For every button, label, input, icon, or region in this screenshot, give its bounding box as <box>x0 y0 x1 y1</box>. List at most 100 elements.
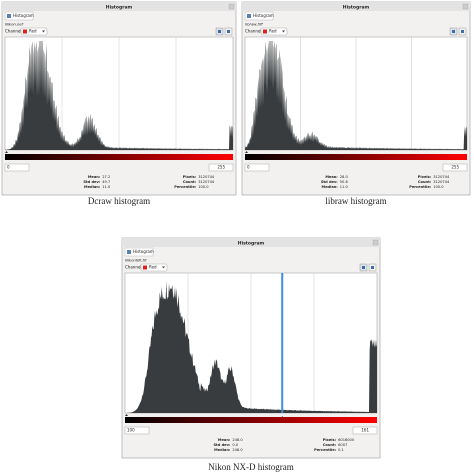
histogram-shape <box>125 280 377 413</box>
tab[interactable] <box>244 11 274 21</box>
tab-label: Histogram <box>13 13 34 18</box>
title-bar <box>122 238 380 247</box>
stat-value: 3120744 <box>433 175 450 179</box>
histogram-shape <box>5 41 233 150</box>
tab-icon <box>7 14 11 18</box>
stat-label: Std dev: <box>83 180 100 184</box>
channel-dropdown[interactable] <box>260 27 288 36</box>
tab[interactable] <box>124 247 154 257</box>
channel-swatch <box>263 29 267 34</box>
range-max-input[interactable] <box>442 163 468 172</box>
stat-label: Median: <box>84 185 101 189</box>
gradient-bar <box>245 154 467 160</box>
channel-swatch <box>143 265 147 270</box>
range-min-input[interactable] <box>244 163 270 172</box>
stat-value: 50.6 <box>340 180 349 184</box>
range-max: 255 <box>451 165 459 170</box>
stat-label: Percentile: <box>409 185 432 189</box>
stat-label: Std dev: <box>213 443 230 447</box>
tab-label: Histogram <box>133 249 154 254</box>
stat-value: 49.7 <box>102 180 110 184</box>
close-button[interactable] <box>228 3 235 10</box>
range-marker <box>125 414 128 416</box>
range-min-input[interactable] <box>124 426 150 435</box>
stat-value: 6007 <box>338 443 347 447</box>
stat-label: Percentile: <box>174 185 197 189</box>
stat-label: Pixels: <box>418 175 432 179</box>
stat-label: Mean: <box>218 438 231 442</box>
range-min-input[interactable] <box>4 163 30 172</box>
title-bar <box>242 2 470 11</box>
stat-label: Percentile: <box>314 448 337 452</box>
stat-value: 248.0 <box>232 438 243 442</box>
button-icon <box>452 30 455 33</box>
stat-value: 6016000 <box>338 438 355 442</box>
range-marker <box>5 151 8 153</box>
stat-value: 100.0 <box>198 185 209 189</box>
dropdown-arrow <box>162 266 165 269</box>
caption: Dcraw histogram <box>88 196 150 206</box>
range-min: 0 <box>247 165 250 170</box>
window-title: Histogram <box>106 5 133 11</box>
stat-label: Mean: <box>88 175 101 179</box>
stat-value: 27.2 <box>102 175 110 179</box>
stat-label: Pixels: <box>183 175 197 179</box>
gradient-bar <box>125 417 377 423</box>
stat-value: 0.1 <box>338 448 344 452</box>
histogram-window: Histogram Histogram Nikon.nef Channel: Red 0 2… <box>1 1 237 196</box>
range-max: 161 <box>361 428 369 433</box>
stat-value: 28.0 <box>340 175 349 179</box>
tab-icon <box>247 14 251 18</box>
channel-dropdown[interactable] <box>140 263 168 272</box>
stat-value: 3120744 <box>433 180 450 184</box>
close-button[interactable] <box>372 239 379 246</box>
window-title: Histogram <box>238 241 265 247</box>
stat-label: Median: <box>214 448 231 452</box>
channel-value: Red <box>29 29 37 34</box>
caption: libraw histogram <box>325 196 386 206</box>
tab[interactable] <box>4 11 34 21</box>
button-icon <box>227 30 230 33</box>
histogram-window: Histogram Histogram NikonNX.tif Channel: Red… <box>121 237 381 459</box>
stat-label: Std dev: <box>321 180 338 184</box>
button-icon <box>218 30 221 33</box>
button-icon <box>371 266 374 269</box>
range-min: 0 <box>7 165 10 170</box>
stat-value: 100.0 <box>433 185 444 189</box>
stat-value: 248.0 <box>232 448 243 452</box>
stat-value: 3120744 <box>198 175 215 179</box>
range-max-input[interactable] <box>352 426 378 435</box>
stat-value: 0.0 <box>232 443 238 447</box>
stat-label: Median: <box>322 185 339 189</box>
file-name: Nikon.nef <box>5 22 24 27</box>
file-name: libraw.tiff <box>245 22 264 27</box>
tab-label: Histogram <box>253 13 274 18</box>
stat-label: Count: <box>183 180 197 184</box>
stat-value: 11.0 <box>340 185 349 189</box>
stat-label: Count: <box>323 443 337 447</box>
file-name: NikonNX.tif <box>125 258 147 263</box>
channel-label: Channel: <box>125 265 143 270</box>
stat-value: 11.0 <box>102 185 111 189</box>
channel-label: Channel: <box>245 29 263 34</box>
range-min: 100 <box>127 428 135 433</box>
channel-label: Channel: <box>5 29 23 34</box>
caption: Nikon NX-D histogram <box>208 462 294 472</box>
stat-label: Pixels: <box>323 438 337 442</box>
dropdown-arrow <box>42 30 45 33</box>
button-icon <box>362 266 365 269</box>
stat-label: Mean: <box>325 175 338 179</box>
channel-value: Red <box>269 29 277 34</box>
dropdown-arrow <box>282 30 285 33</box>
channel-swatch <box>23 29 27 34</box>
channel-value: Red <box>149 265 157 270</box>
stat-value: 3120744 <box>198 180 215 184</box>
range-marker <box>245 151 248 153</box>
window-title: Histogram <box>343 5 370 11</box>
channel-dropdown[interactable] <box>20 27 48 36</box>
button-icon <box>461 30 464 33</box>
range-line <box>281 273 284 413</box>
range-max-input[interactable] <box>208 163 234 172</box>
range-max: 255 <box>217 165 225 170</box>
close-button[interactable] <box>462 3 469 10</box>
